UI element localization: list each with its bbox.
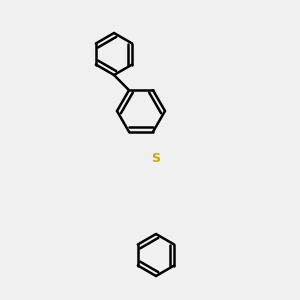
Text: S: S [152,152,160,166]
